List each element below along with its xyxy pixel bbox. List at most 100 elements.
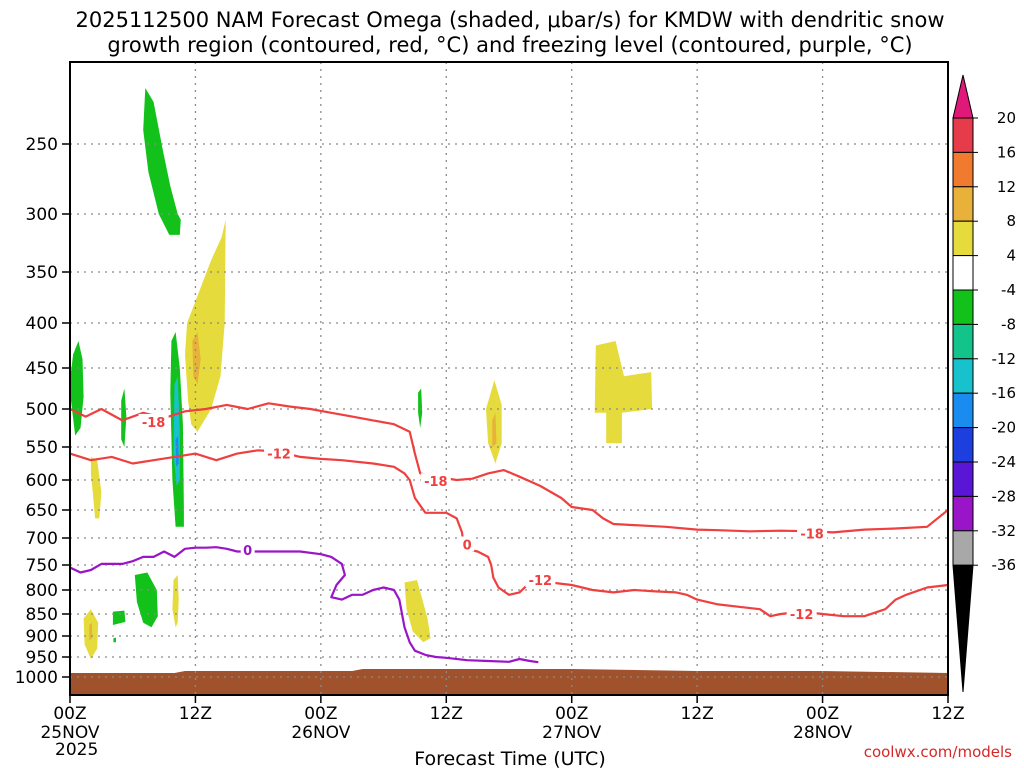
omega-region-20 xyxy=(70,669,948,695)
contour-label-bg-dgz-bottom-1 xyxy=(525,572,556,587)
contour-label-dgz-top-1: -18 xyxy=(424,475,448,490)
colorbar-label-4: 4 xyxy=(1006,247,1016,265)
chart-title-line-2: growth region (contoured, red, °C) and f… xyxy=(107,33,912,57)
colorbar-label-3: 8 xyxy=(1006,212,1016,230)
x-tick-label-7: 12Z xyxy=(931,704,964,724)
x-tick-label-4: 00Z xyxy=(555,704,588,724)
colorbar-bin-4 xyxy=(952,255,974,291)
colorbar: 20 16 12 8 4 -4 -8 -12 -16 -20 -24 -28 -32 -36 xyxy=(952,74,1017,693)
contour-labels: -18 -18 -18 -12 -12 -12 0 0 xyxy=(138,413,828,623)
omega-region-13 xyxy=(172,575,179,628)
y-tick-label-750: 750 xyxy=(26,556,58,576)
colorbar-label-9: -20 xyxy=(992,419,1017,437)
omega-region-8 xyxy=(113,637,116,643)
x-tick-label-0: 00Z xyxy=(53,704,86,724)
x-tick-label-3: 12Z xyxy=(430,704,463,724)
chart-title-line-1: 2025112500 NAM Forecast Omega (shaded, μ… xyxy=(76,8,945,32)
x-axis-label: Forecast Time (UTC) xyxy=(414,748,605,768)
colorbar-bin-8 xyxy=(952,392,974,429)
y-tick-label-300: 300 xyxy=(26,205,58,225)
contour-label-dgz-top-0: -18 xyxy=(142,416,166,431)
y-tick-label-650: 650 xyxy=(26,501,58,521)
y-tick-label-400: 400 xyxy=(26,314,58,334)
contour-freezing-level xyxy=(70,546,539,664)
contour-label-dgz-bottom-0: -12 xyxy=(267,448,291,463)
colorbar-bin-0 xyxy=(952,117,974,153)
colorbar-under-arrow xyxy=(952,564,974,693)
x-tick-date-6: 28NOV xyxy=(793,723,852,743)
colorbar-bin-7 xyxy=(952,358,974,394)
x-tick-date-0: 25NOV xyxy=(40,723,99,743)
credit-text: coolwx.com/models xyxy=(864,743,1012,761)
y-tick-label-700: 700 xyxy=(26,529,58,549)
y-tick-label-800: 800 xyxy=(26,581,58,601)
x-tick-date-4: 27NOV xyxy=(542,723,601,743)
contour-label-bg-zero-inner-0 xyxy=(460,536,475,552)
colorbar-bin-11 xyxy=(952,495,974,532)
x-tick-label-6: 00Z xyxy=(806,704,839,724)
colorbar-label-13: -36 xyxy=(992,556,1017,574)
y-tick-label-450: 450 xyxy=(26,359,58,379)
colorbar-label-6: -8 xyxy=(1001,315,1016,333)
omega-region-5 xyxy=(175,435,179,467)
y-tick-label-950: 950 xyxy=(26,648,58,668)
contour-label-dgz-bottom-1: -12 xyxy=(529,574,553,589)
contour-label-bg-dgz-top-2 xyxy=(797,525,828,541)
pressure-axis: 2503003504004505005506006507007508008509… xyxy=(15,135,70,688)
colorbar-bin-2 xyxy=(952,186,974,222)
omega-region-18 xyxy=(492,412,497,447)
omega-region-19 xyxy=(594,341,653,444)
omega-region-9 xyxy=(418,388,423,428)
y-tick-label-1000: 1000 xyxy=(15,668,58,688)
colorbar-over-arrow xyxy=(952,74,974,119)
y-tick-label-850: 850 xyxy=(26,605,58,625)
y-tick-label-550: 550 xyxy=(26,438,58,458)
colorbar-label-2: 12 xyxy=(997,178,1016,196)
y-tick-label-600: 600 xyxy=(26,471,58,491)
omega-region-15 xyxy=(89,622,92,641)
x-tick-label-5: 12Z xyxy=(681,704,714,724)
colorbar-bin-9 xyxy=(952,427,974,463)
grid-lines xyxy=(70,62,948,695)
contour-label-dgz-top-2: -18 xyxy=(800,528,824,543)
colorbar-bin-10 xyxy=(952,461,974,497)
y-tick-label-900: 900 xyxy=(26,627,58,647)
colorbar-bin-12 xyxy=(952,530,974,566)
omega-region-11 xyxy=(192,332,201,385)
contour-label-bg-dgz-top-0 xyxy=(138,413,169,429)
contour-label-dgz-bottom-2: -12 xyxy=(790,608,814,623)
colorbar-label-0: 20 xyxy=(997,109,1016,127)
colorbar-bin-1 xyxy=(952,151,974,188)
colorbar-label-8: -16 xyxy=(992,384,1017,402)
colorbar-label-11: -28 xyxy=(992,487,1017,505)
colorbar-label-7: -12 xyxy=(992,350,1017,368)
y-tick-label-250: 250 xyxy=(26,135,58,155)
colorbar-label-5: -4 xyxy=(1001,281,1016,299)
contour-label-freezing-level-0: 0 xyxy=(243,544,252,559)
x-tick-year-0: 2025 xyxy=(55,740,98,760)
x-tick-label-2: 00Z xyxy=(304,704,337,724)
contour-label-zero-inner-0: 0 xyxy=(463,538,472,553)
omega-region-12 xyxy=(90,456,102,519)
contour-layer xyxy=(70,402,948,664)
colorbar-label-10: -24 xyxy=(992,453,1017,471)
contour-label-bg-dgz-top-1 xyxy=(420,473,451,489)
x-tick-date-2: 26NOV xyxy=(291,723,350,743)
plot-frame xyxy=(69,61,949,696)
y-tick-label-350: 350 xyxy=(26,263,58,283)
y-tick-label-500: 500 xyxy=(26,400,58,420)
colorbar-bin-6 xyxy=(952,323,974,360)
colorbar-bin-5 xyxy=(952,289,974,325)
contour-label-bg-dgz-bottom-2 xyxy=(786,606,817,621)
contour-dgz-bottom xyxy=(70,449,948,618)
omega-region-7 xyxy=(112,610,126,625)
contour-label-bg-dgz-bottom-0 xyxy=(264,445,295,461)
omega-region-2 xyxy=(121,388,127,447)
colorbar-label-12: -32 xyxy=(992,522,1017,540)
omega-region-0 xyxy=(143,88,181,235)
contour-label-bg-freezing-level-0 xyxy=(240,541,255,557)
colorbar-bin-3 xyxy=(952,220,974,257)
contour-dgz-top xyxy=(70,402,948,534)
